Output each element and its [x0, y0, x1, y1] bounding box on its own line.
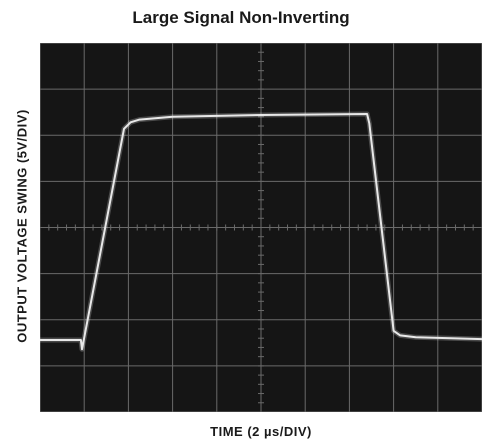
x-axis-label: TIME (2 µs/DIV) [210, 424, 312, 439]
y-axis-label: OUTPUT VOLTAGE SWING (5V/DIV) [14, 109, 30, 343]
trace-group [40, 111, 482, 352]
graticule [40, 43, 482, 412]
chart-title: Large Signal Non-Inverting [132, 8, 350, 27]
signal-trace [40, 113, 482, 351]
oscilloscope-screen [40, 43, 482, 412]
oscilloscope-plot [40, 43, 482, 412]
